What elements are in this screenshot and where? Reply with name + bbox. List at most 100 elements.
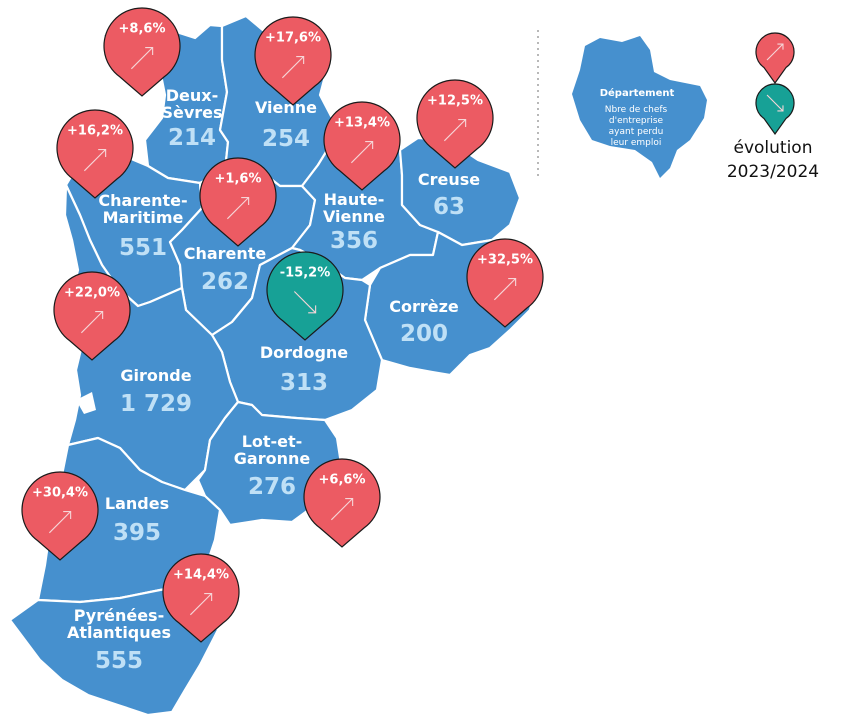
legend-marker-decrease bbox=[755, 83, 795, 136]
arrow-up-right-icon bbox=[281, 55, 305, 79]
pin-value: -15,2% bbox=[280, 266, 331, 281]
arrow-down-right-icon bbox=[293, 291, 317, 314]
department-name-lot-et-garonne: Garonne bbox=[234, 449, 311, 468]
arrow-up-right-icon bbox=[130, 46, 154, 70]
department-value-creuse: 63 bbox=[433, 194, 465, 220]
legend-department-shape bbox=[572, 36, 707, 178]
evolution-pin-haute-vienne: +13,4% bbox=[323, 101, 401, 191]
arrow-up-right-icon bbox=[766, 43, 784, 61]
pin-value: +16,2% bbox=[67, 124, 123, 139]
department-value-haute-vienne: 356 bbox=[330, 228, 378, 254]
legend-subtitle-line: ayant perdu bbox=[609, 127, 664, 137]
arrow-up-right-icon bbox=[226, 196, 250, 220]
evolution-pins: +8,6% +17,6% +16,2% +1,6% +13,4% +12,5% +32,5%… bbox=[21, 7, 544, 643]
evolution-pin-deux-sevres: +8,6% bbox=[103, 7, 181, 97]
evolution-pin-correze: +32,5% bbox=[466, 238, 544, 328]
legend-pin-decrease bbox=[755, 83, 795, 136]
pin-value: +14,4% bbox=[173, 568, 229, 583]
pin-body bbox=[103, 7, 181, 97]
department-name-dordogne: Dordogne bbox=[260, 343, 348, 362]
department-name-vienne: Vienne bbox=[255, 98, 317, 117]
pin-body bbox=[755, 32, 795, 85]
pin-value: +13,4% bbox=[334, 116, 390, 131]
legend-marker-increase bbox=[755, 32, 795, 85]
pin-body bbox=[254, 16, 332, 106]
arrow-down-right-icon bbox=[766, 94, 784, 112]
department-name-creuse: Creuse bbox=[418, 170, 480, 189]
evolution-pin-dordogne: -15,2% bbox=[266, 251, 344, 341]
department-value-gironde: 1 729 bbox=[120, 391, 192, 417]
legend-evolution-label: évolution bbox=[734, 138, 813, 158]
department-name-gironde: Gironde bbox=[120, 366, 191, 385]
department-name-deux-sevres: Sèvres bbox=[161, 103, 222, 122]
arrow-up-right-icon bbox=[83, 148, 107, 172]
arrow-up-right-icon bbox=[80, 310, 104, 334]
arrow-up-right-icon bbox=[443, 118, 467, 142]
pin-value: +6,6% bbox=[319, 473, 366, 488]
legend-subtitle-line: leur emploi bbox=[611, 138, 662, 148]
pin-body bbox=[56, 109, 134, 199]
department-name-haute-vienne: Vienne bbox=[323, 207, 385, 226]
pin-body bbox=[303, 458, 381, 548]
department-value-charente: 262 bbox=[201, 269, 249, 295]
bay-inlet bbox=[76, 392, 96, 414]
evolution-pin-landes: +30,4% bbox=[21, 471, 99, 561]
department-name-landes: Landes bbox=[105, 494, 169, 513]
pin-value: +22,0% bbox=[64, 286, 120, 301]
department-name-lot-et-garonne: Lot-et- bbox=[242, 432, 303, 451]
legend-subtitle-line: d'entreprise bbox=[609, 116, 664, 126]
pin-value: +1,6% bbox=[215, 172, 262, 187]
department-value-dordogne: 313 bbox=[280, 370, 328, 396]
department-value-charente-maritime: 551 bbox=[119, 235, 167, 261]
pin-body bbox=[416, 79, 494, 169]
arrow-up-right-icon bbox=[330, 497, 354, 521]
department-value-pyrenees-atlantiques: 555 bbox=[95, 648, 143, 674]
department-name-pyrenees-atlantiques: Atlantiques bbox=[67, 623, 171, 642]
department-name-charente-maritime: Maritime bbox=[103, 208, 184, 227]
pin-body bbox=[21, 471, 99, 561]
pin-body bbox=[323, 101, 401, 191]
department-name-correze: Corrèze bbox=[389, 297, 459, 316]
department-name-charente: Charente bbox=[184, 244, 267, 263]
pin-value: +30,4% bbox=[32, 486, 88, 501]
arrow-up-right-icon bbox=[493, 277, 517, 301]
pin-body bbox=[266, 251, 344, 341]
department-name-pyrenees-atlantiques: Pyrénées- bbox=[74, 606, 164, 625]
arrow-up-right-icon bbox=[350, 140, 374, 164]
pin-body bbox=[53, 271, 131, 361]
pin-value: +12,5% bbox=[427, 94, 483, 109]
pin-value: +17,6% bbox=[265, 31, 321, 46]
pin-value: +32,5% bbox=[477, 253, 533, 268]
department-value-correze: 200 bbox=[400, 321, 448, 347]
department-name-charente-maritime: Charente- bbox=[98, 191, 187, 210]
legend: Département Nbre de chefsd'entrepriseaya… bbox=[572, 32, 819, 182]
arrow-up-right-icon bbox=[189, 592, 213, 616]
evolution-pin-charente-maritime: +16,2% bbox=[56, 109, 134, 199]
pin-body bbox=[199, 157, 277, 247]
evolution-pin-pyrenees-atlantiques: +14,4% bbox=[162, 553, 240, 643]
pin-body bbox=[755, 83, 795, 136]
evolution-pin-gironde: +22,0% bbox=[53, 271, 131, 361]
pin-body bbox=[162, 553, 240, 643]
legend-pin-increase bbox=[755, 32, 795, 85]
department-value-lot-et-garonne: 276 bbox=[248, 474, 296, 500]
department-value-vienne: 254 bbox=[262, 126, 310, 152]
pin-body bbox=[466, 238, 544, 328]
legend-title: Département bbox=[600, 87, 675, 99]
department-name-haute-vienne: Haute- bbox=[324, 190, 385, 209]
evolution-pin-vienne: +17,6% bbox=[254, 16, 332, 106]
department-pyrenees-atlantiques bbox=[8, 583, 220, 717]
evolution-pin-charente: +1,6% bbox=[199, 157, 277, 247]
evolution-pin-lot-et-garonne: +6,6% bbox=[303, 458, 381, 548]
evolution-pin-creuse: +12,5% bbox=[416, 79, 494, 169]
department-value-deux-sevres: 214 bbox=[168, 125, 216, 151]
department-labels: Deux-Sèvres 214 Vienne 254 Charente-Maritime… bbox=[67, 86, 480, 674]
department-value-landes: 395 bbox=[113, 520, 161, 546]
legend-evolution-years: 2023/2024 bbox=[727, 162, 819, 182]
department-name-deux-sevres: Deux- bbox=[166, 86, 218, 105]
pin-value: +8,6% bbox=[119, 22, 166, 37]
arrow-up-right-icon bbox=[48, 510, 72, 534]
legend-subtitle-line: Nbre de chefs bbox=[605, 105, 668, 115]
